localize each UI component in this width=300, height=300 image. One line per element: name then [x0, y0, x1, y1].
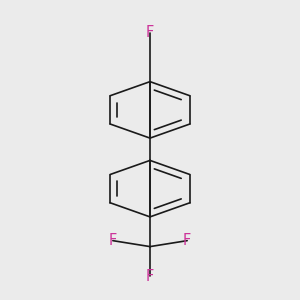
Text: F: F — [146, 25, 154, 40]
Text: F: F — [146, 269, 154, 284]
Text: F: F — [183, 233, 191, 248]
Text: F: F — [109, 233, 117, 248]
